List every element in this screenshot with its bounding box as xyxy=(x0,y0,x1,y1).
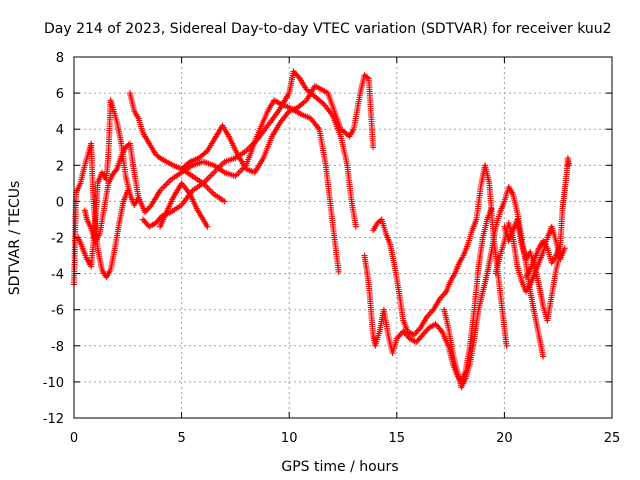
series-marks xyxy=(492,220,568,295)
y-tick-label: 6 xyxy=(56,87,64,102)
series-track-11 xyxy=(492,220,568,295)
y-tick-label: -8 xyxy=(51,340,64,355)
y-tick-label: -4 xyxy=(51,268,64,283)
series-marks xyxy=(139,68,359,230)
series-marks xyxy=(157,180,211,230)
series-marks xyxy=(361,205,495,385)
y-tick-label: 8 xyxy=(56,51,64,66)
y-tick-label: 0 xyxy=(56,195,64,210)
x-axis-label: GPS time / hours xyxy=(281,459,398,475)
y-tick-label: -2 xyxy=(51,232,64,247)
series-track-7 xyxy=(178,72,377,176)
series-marks xyxy=(178,72,377,176)
x-tick-label: 20 xyxy=(496,431,513,446)
series-track-13 xyxy=(501,216,564,324)
series-track-3 xyxy=(81,97,342,275)
y-tick-label: -10 xyxy=(43,376,64,391)
series-marks xyxy=(522,155,572,281)
y-axis-label: SDTVAR / TECUs xyxy=(7,181,23,296)
x-tick-label: 10 xyxy=(281,431,298,446)
series-track-6 xyxy=(157,180,211,230)
x-tick-label: 5 xyxy=(177,431,185,446)
y-tick-label: -6 xyxy=(51,304,64,319)
series-track-8 xyxy=(361,205,495,385)
x-tick-label: 25 xyxy=(604,431,621,446)
data-points xyxy=(71,68,572,391)
series-marks xyxy=(501,216,564,324)
chart-title: Day 214 of 2023, Sidereal Day-to-day VTE… xyxy=(44,21,612,37)
series-track-5 xyxy=(139,68,359,230)
axis-ticks: 0 5 10 15 20 25 -12 -10 -8 -6 -4 -2 0 2 4 6 8 xyxy=(43,51,621,446)
grid-lines xyxy=(74,57,612,418)
y-tick-label: -12 xyxy=(43,412,64,427)
series-track-12 xyxy=(522,155,572,281)
y-tick-label: 4 xyxy=(56,123,64,138)
x-tick-label: 15 xyxy=(389,431,406,446)
y-tick-label: 2 xyxy=(56,159,64,174)
series-marks xyxy=(81,97,342,275)
x-tick-label: 0 xyxy=(70,431,78,446)
